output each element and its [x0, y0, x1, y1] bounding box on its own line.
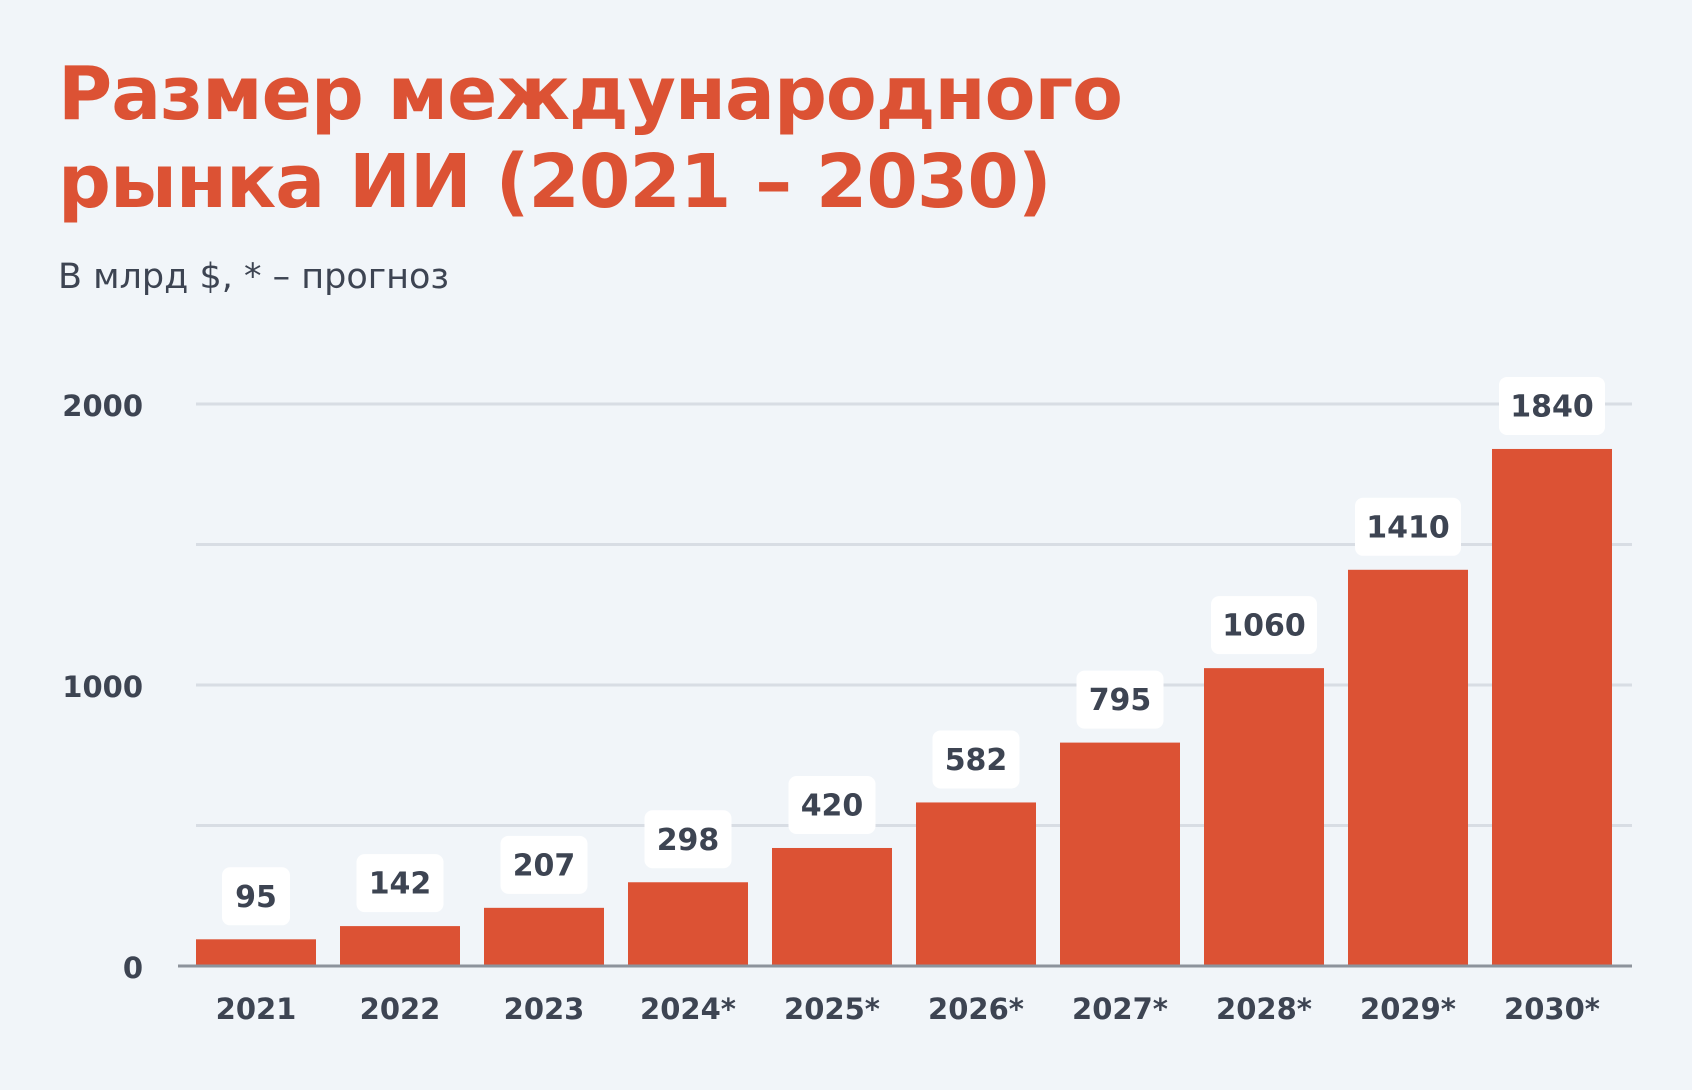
x-tick-label: 2026*: [928, 992, 1024, 1026]
x-tick-label: 2022: [360, 992, 441, 1026]
y-tick-label: 0: [123, 951, 143, 985]
bar: [772, 847, 892, 966]
data-label: 1060: [1222, 609, 1306, 644]
x-tick-label: 2023: [504, 992, 585, 1026]
x-tick-label: 2021: [216, 992, 297, 1026]
x-tick-label: 2028*: [1216, 992, 1312, 1026]
chart-title-line-2: рынка ИИ (2021 – 2030): [58, 139, 1052, 225]
x-tick-label: 2024*: [640, 992, 736, 1026]
bar: [916, 802, 1036, 966]
data-label: 582: [945, 743, 1008, 778]
bar: [340, 926, 460, 966]
x-tick-label: 2027*: [1072, 992, 1168, 1026]
data-label-box: [500, 835, 588, 894]
chart-subtitle: В млрд $, * – прогноз: [58, 257, 450, 297]
chart-title-line-1: Размер международного: [58, 51, 1123, 137]
data-label: 1410: [1366, 510, 1450, 545]
data-label-box: [356, 854, 444, 913]
data-label-box: [1499, 376, 1605, 435]
data-label: 142: [369, 867, 432, 902]
data-label: 95: [235, 880, 277, 915]
data-label-box: [788, 775, 876, 834]
bar: [1492, 448, 1612, 967]
x-tick-label: 2030*: [1504, 992, 1600, 1026]
bar: [1060, 742, 1180, 966]
data-label: 420: [801, 788, 864, 823]
bar: [1204, 668, 1324, 966]
data-label: 795: [1089, 683, 1152, 718]
x-tick-label: 2025*: [784, 992, 880, 1026]
data-label: 207: [513, 848, 576, 883]
bar: [196, 939, 316, 966]
data-label-box: [644, 810, 732, 869]
data-label-box: [1211, 596, 1317, 655]
data-label-box: [932, 730, 1020, 789]
data-label: 1840: [1510, 389, 1594, 424]
y-tick-label: 1000: [62, 670, 143, 704]
bar: [628, 882, 748, 966]
data-label-box: [222, 867, 290, 926]
data-label-box: [1355, 497, 1461, 556]
data-label: 298: [657, 823, 720, 858]
x-tick-label: 2029*: [1360, 992, 1456, 1026]
bar: [484, 907, 604, 966]
chart-title: Размер международного рынка ИИ (2021 – 2…: [58, 50, 1558, 226]
data-label-box: [1076, 670, 1164, 729]
y-tick-label: 2000: [62, 389, 143, 423]
bar: [1348, 569, 1468, 966]
